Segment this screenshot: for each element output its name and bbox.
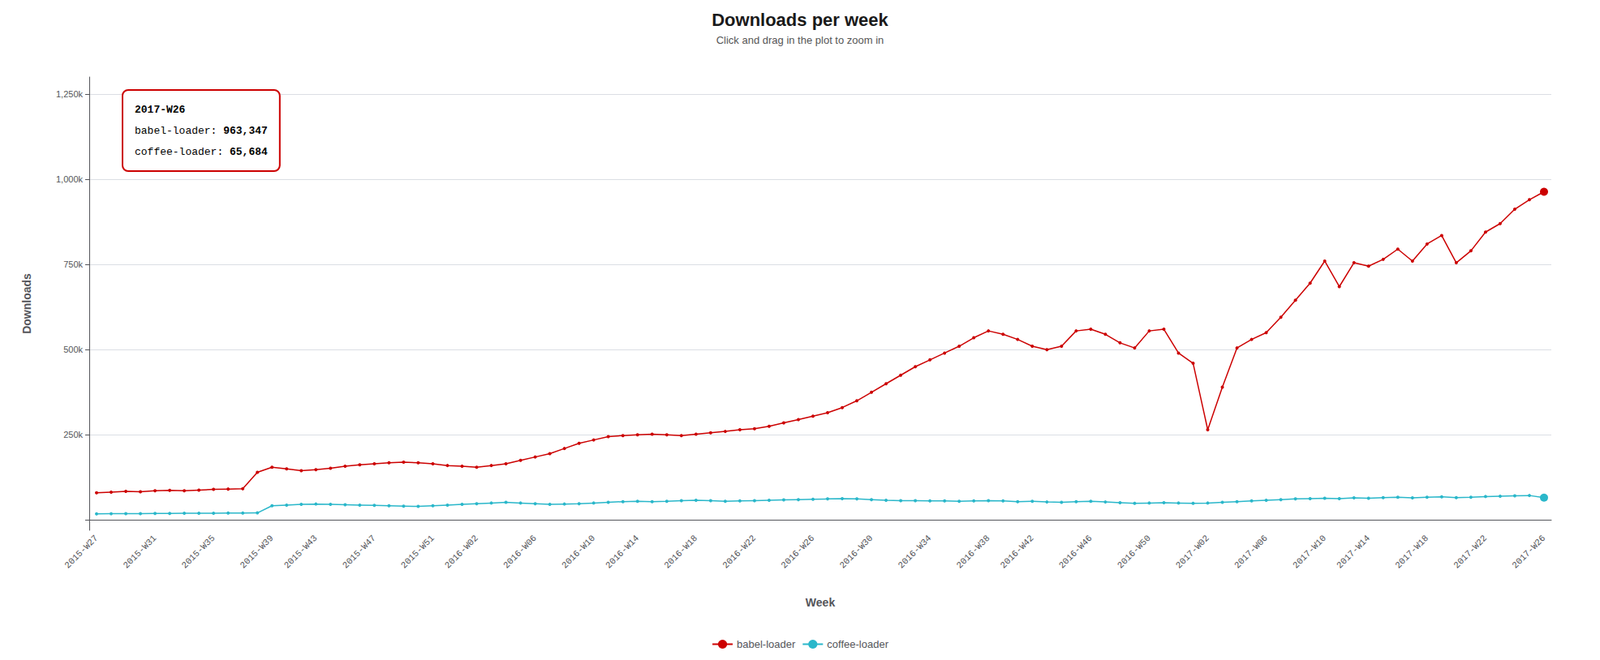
svg-text:2015-W35: 2015-W35 xyxy=(180,533,218,572)
svg-text:2016-W18: 2016-W18 xyxy=(662,533,700,572)
svg-text:750k: 750k xyxy=(63,259,83,270)
svg-text:1,000k: 1,000k xyxy=(55,174,84,185)
svg-text:2016-W10: 2016-W10 xyxy=(559,533,598,572)
svg-text:2017-W10: 2017-W10 xyxy=(1290,533,1329,572)
svg-text:coffee-loader:: coffee-loader: xyxy=(134,146,230,159)
svg-text:2015-W31: 2015-W31 xyxy=(121,533,160,571)
svg-text:500k: 500k xyxy=(63,344,83,355)
svg-text:2016-W26: 2016-W26 xyxy=(778,533,817,572)
svg-text:2016-W22: 2016-W22 xyxy=(720,533,758,572)
svg-text:coffee-loader: coffee-loader xyxy=(826,638,889,651)
svg-text:65,684: 65,684 xyxy=(229,146,268,159)
svg-text:2016-W02: 2016-W02 xyxy=(443,533,481,572)
svg-text:2016-W30: 2016-W30 xyxy=(838,533,876,572)
svg-text:2016-W14: 2016-W14 xyxy=(603,533,641,571)
svg-text:2016-W42: 2016-W42 xyxy=(998,533,1037,572)
svg-text:2017-W26: 2017-W26 xyxy=(1509,533,1548,572)
svg-text:2017-W02: 2017-W02 xyxy=(1174,533,1212,572)
svg-text:250k: 250k xyxy=(63,430,83,440)
svg-text:1,250k: 1,250k xyxy=(55,89,84,99)
svg-text:Downloads: Downloads xyxy=(20,273,34,335)
svg-text:Click and drag in the plot to: Click and drag in the plot to zoom in xyxy=(716,34,885,47)
svg-text:963,347: 963,347 xyxy=(223,124,268,138)
svg-text:2017-W22: 2017-W22 xyxy=(1451,533,1489,572)
svg-text:babel-loader:: babel-loader: xyxy=(134,124,224,138)
svg-text:2017-W26: 2017-W26 xyxy=(134,103,186,117)
svg-text:Downloads per week: Downloads per week xyxy=(711,9,889,31)
svg-text:2016-W34: 2016-W34 xyxy=(896,533,934,571)
svg-text:2015-W51: 2015-W51 xyxy=(399,533,437,571)
svg-text:2016-W46: 2016-W46 xyxy=(1057,533,1095,572)
svg-text:2016-W50: 2016-W50 xyxy=(1115,533,1153,572)
svg-text:babel-loader: babel-loader xyxy=(736,638,796,651)
svg-text:Week: Week xyxy=(805,596,836,610)
svg-text:2015-W27: 2015-W27 xyxy=(62,533,100,572)
svg-text:2016-W38: 2016-W38 xyxy=(954,533,993,572)
svg-text:2015-W47: 2015-W47 xyxy=(340,533,379,572)
svg-text:2015-W43: 2015-W43 xyxy=(282,533,320,572)
svg-text:2017-W14: 2017-W14 xyxy=(1334,533,1373,571)
svg-text:2017-W18: 2017-W18 xyxy=(1393,533,1431,572)
svg-text:2016-W06: 2016-W06 xyxy=(501,533,539,572)
svg-text:2017-W06: 2017-W06 xyxy=(1232,533,1270,572)
svg-text:2015-W39: 2015-W39 xyxy=(238,533,276,572)
